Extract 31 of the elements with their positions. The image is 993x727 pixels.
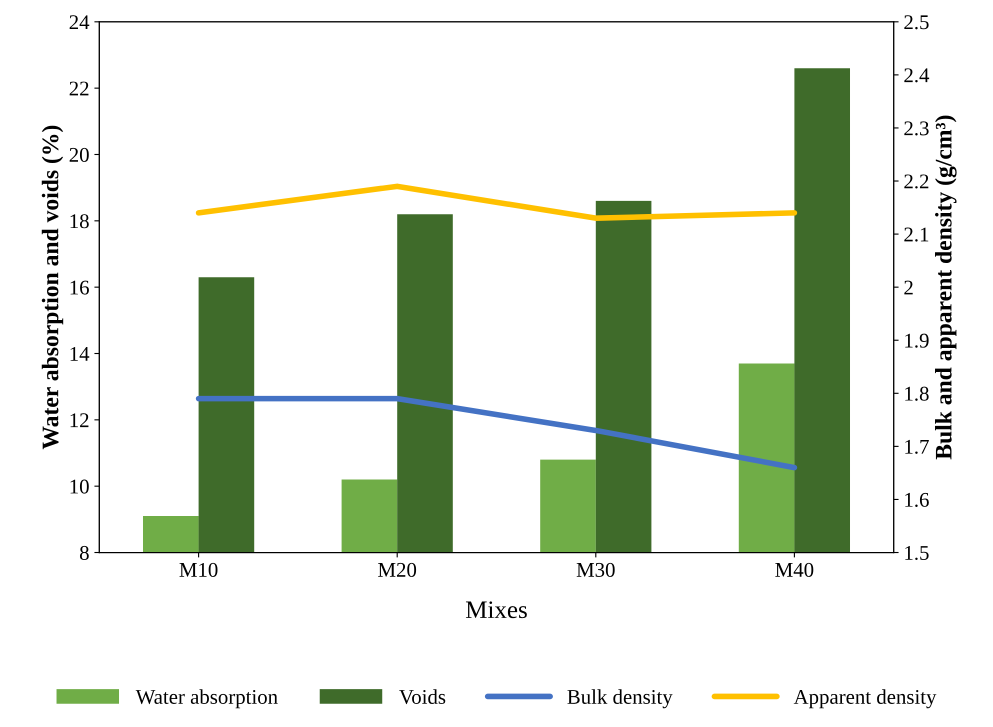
x-tick-label: M10 bbox=[180, 562, 218, 577]
y-tick-label: 18 bbox=[70, 214, 89, 228]
y-tick-label: 24 bbox=[70, 15, 90, 30]
y-axis-title: Water absorption and voids (%) bbox=[42, 126, 64, 450]
x-tick-label: M20 bbox=[378, 562, 416, 577]
y2-tick-label: 1.8 bbox=[905, 386, 929, 401]
y2-tick-label: 2.3 bbox=[904, 121, 929, 136]
y2-tick-label: 2.2 bbox=[904, 174, 928, 189]
y2-tick-label: 2.4 bbox=[904, 68, 930, 82]
x-axis-title: Mixes bbox=[466, 601, 527, 618]
y2-tick-label: 1.6 bbox=[905, 492, 929, 507]
y2-tick-label: 1.9 bbox=[905, 334, 929, 348]
y2-tick-label: 2 bbox=[904, 280, 913, 294]
y-tick-label: 10 bbox=[70, 480, 89, 494]
legend-label: Water absorption bbox=[136, 689, 278, 708]
y2-tick-label: 2.5 bbox=[904, 15, 929, 30]
x-tick-label: M40 bbox=[775, 562, 814, 577]
y2-tick-label: 1.7 bbox=[905, 440, 929, 454]
y-tick-label: 12 bbox=[70, 413, 88, 428]
x-tick-label: M30 bbox=[576, 562, 615, 577]
y-tick-label: 8 bbox=[80, 546, 89, 560]
y-tick-label: 20 bbox=[70, 148, 89, 162]
y2-tick-label: 2.1 bbox=[904, 228, 928, 242]
y2-tick-label: 1.5 bbox=[905, 546, 929, 560]
legend-label: Apparent density bbox=[794, 689, 936, 708]
y2-axis-title: Bulk and apparent density (g/cm³) bbox=[935, 116, 957, 460]
y-tick-label: 16 bbox=[70, 280, 89, 295]
y-tick-label: 14 bbox=[70, 346, 90, 361]
legend-label: Voids bbox=[399, 689, 446, 704]
y-tick-label: 22 bbox=[70, 82, 88, 96]
legend-label: Bulk density bbox=[567, 689, 673, 708]
